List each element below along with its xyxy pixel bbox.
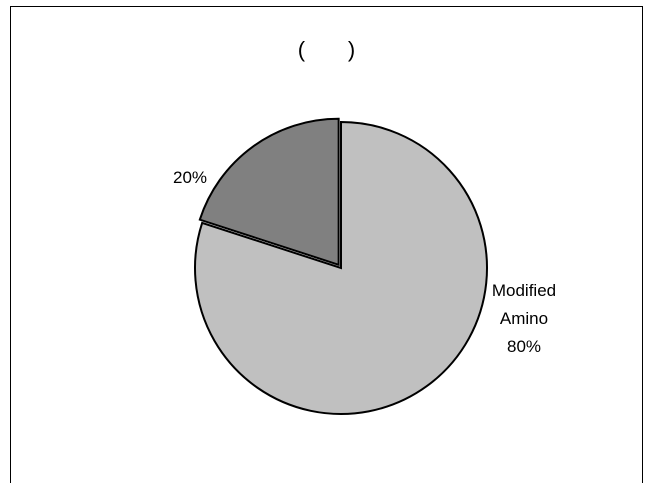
chart-title: ( ) [297,37,356,62]
slice-label-1: Modified Amino 80% [492,281,556,356]
pie-slice-1 [194,120,488,415]
pie-slice-2 [198,117,340,267]
slice-label-2: 20% [173,168,207,187]
